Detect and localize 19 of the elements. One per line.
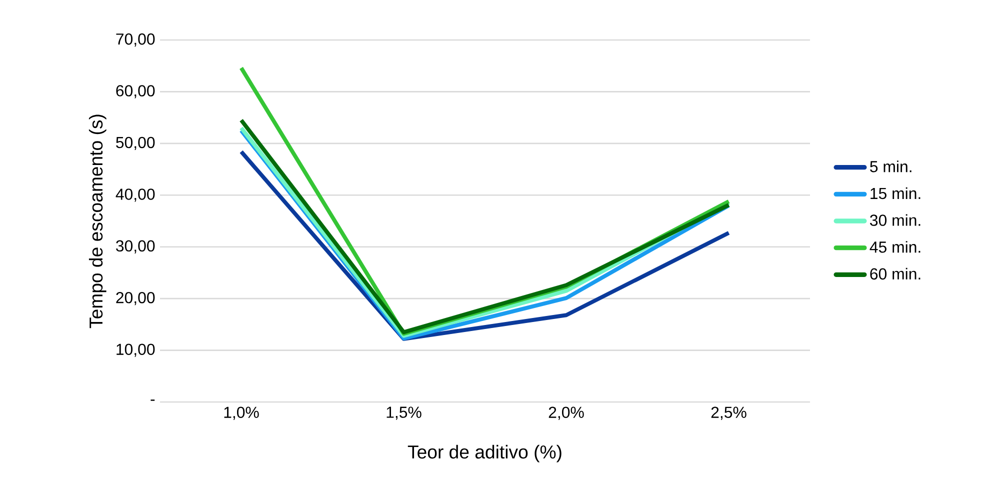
x-tick-label: 1,5% (386, 406, 422, 420)
y-tick-label: 70,00 (116, 33, 155, 47)
y-tick-label: 10,00 (116, 344, 155, 357)
y-tick-label: 60,00 (116, 85, 155, 98)
y-tick-label: 20,00 (116, 292, 155, 306)
legend-label: 60 min. (870, 268, 920, 280)
y-tick-label: 40,00 (116, 188, 155, 202)
x-tick-label: 1,0% (224, 406, 259, 420)
y-tick-label: - (150, 400, 155, 401)
x-tick-label: 2,5% (711, 406, 746, 420)
legend-label: 5 min. (870, 160, 912, 172)
x-tick-label: 2,0% (548, 406, 584, 420)
y-axis-title: Tempo de escoamento (s) (88, 114, 106, 328)
legend-label: 45 min. (870, 241, 920, 253)
y-tick-label: 30,00 (116, 240, 155, 254)
x-axis-title: Teor de aditivo (%) (408, 444, 562, 462)
y-tick-label: 50,00 (116, 136, 155, 150)
legend-label: 30 min. (870, 214, 920, 226)
legend-label: 15 min. (870, 187, 920, 200)
